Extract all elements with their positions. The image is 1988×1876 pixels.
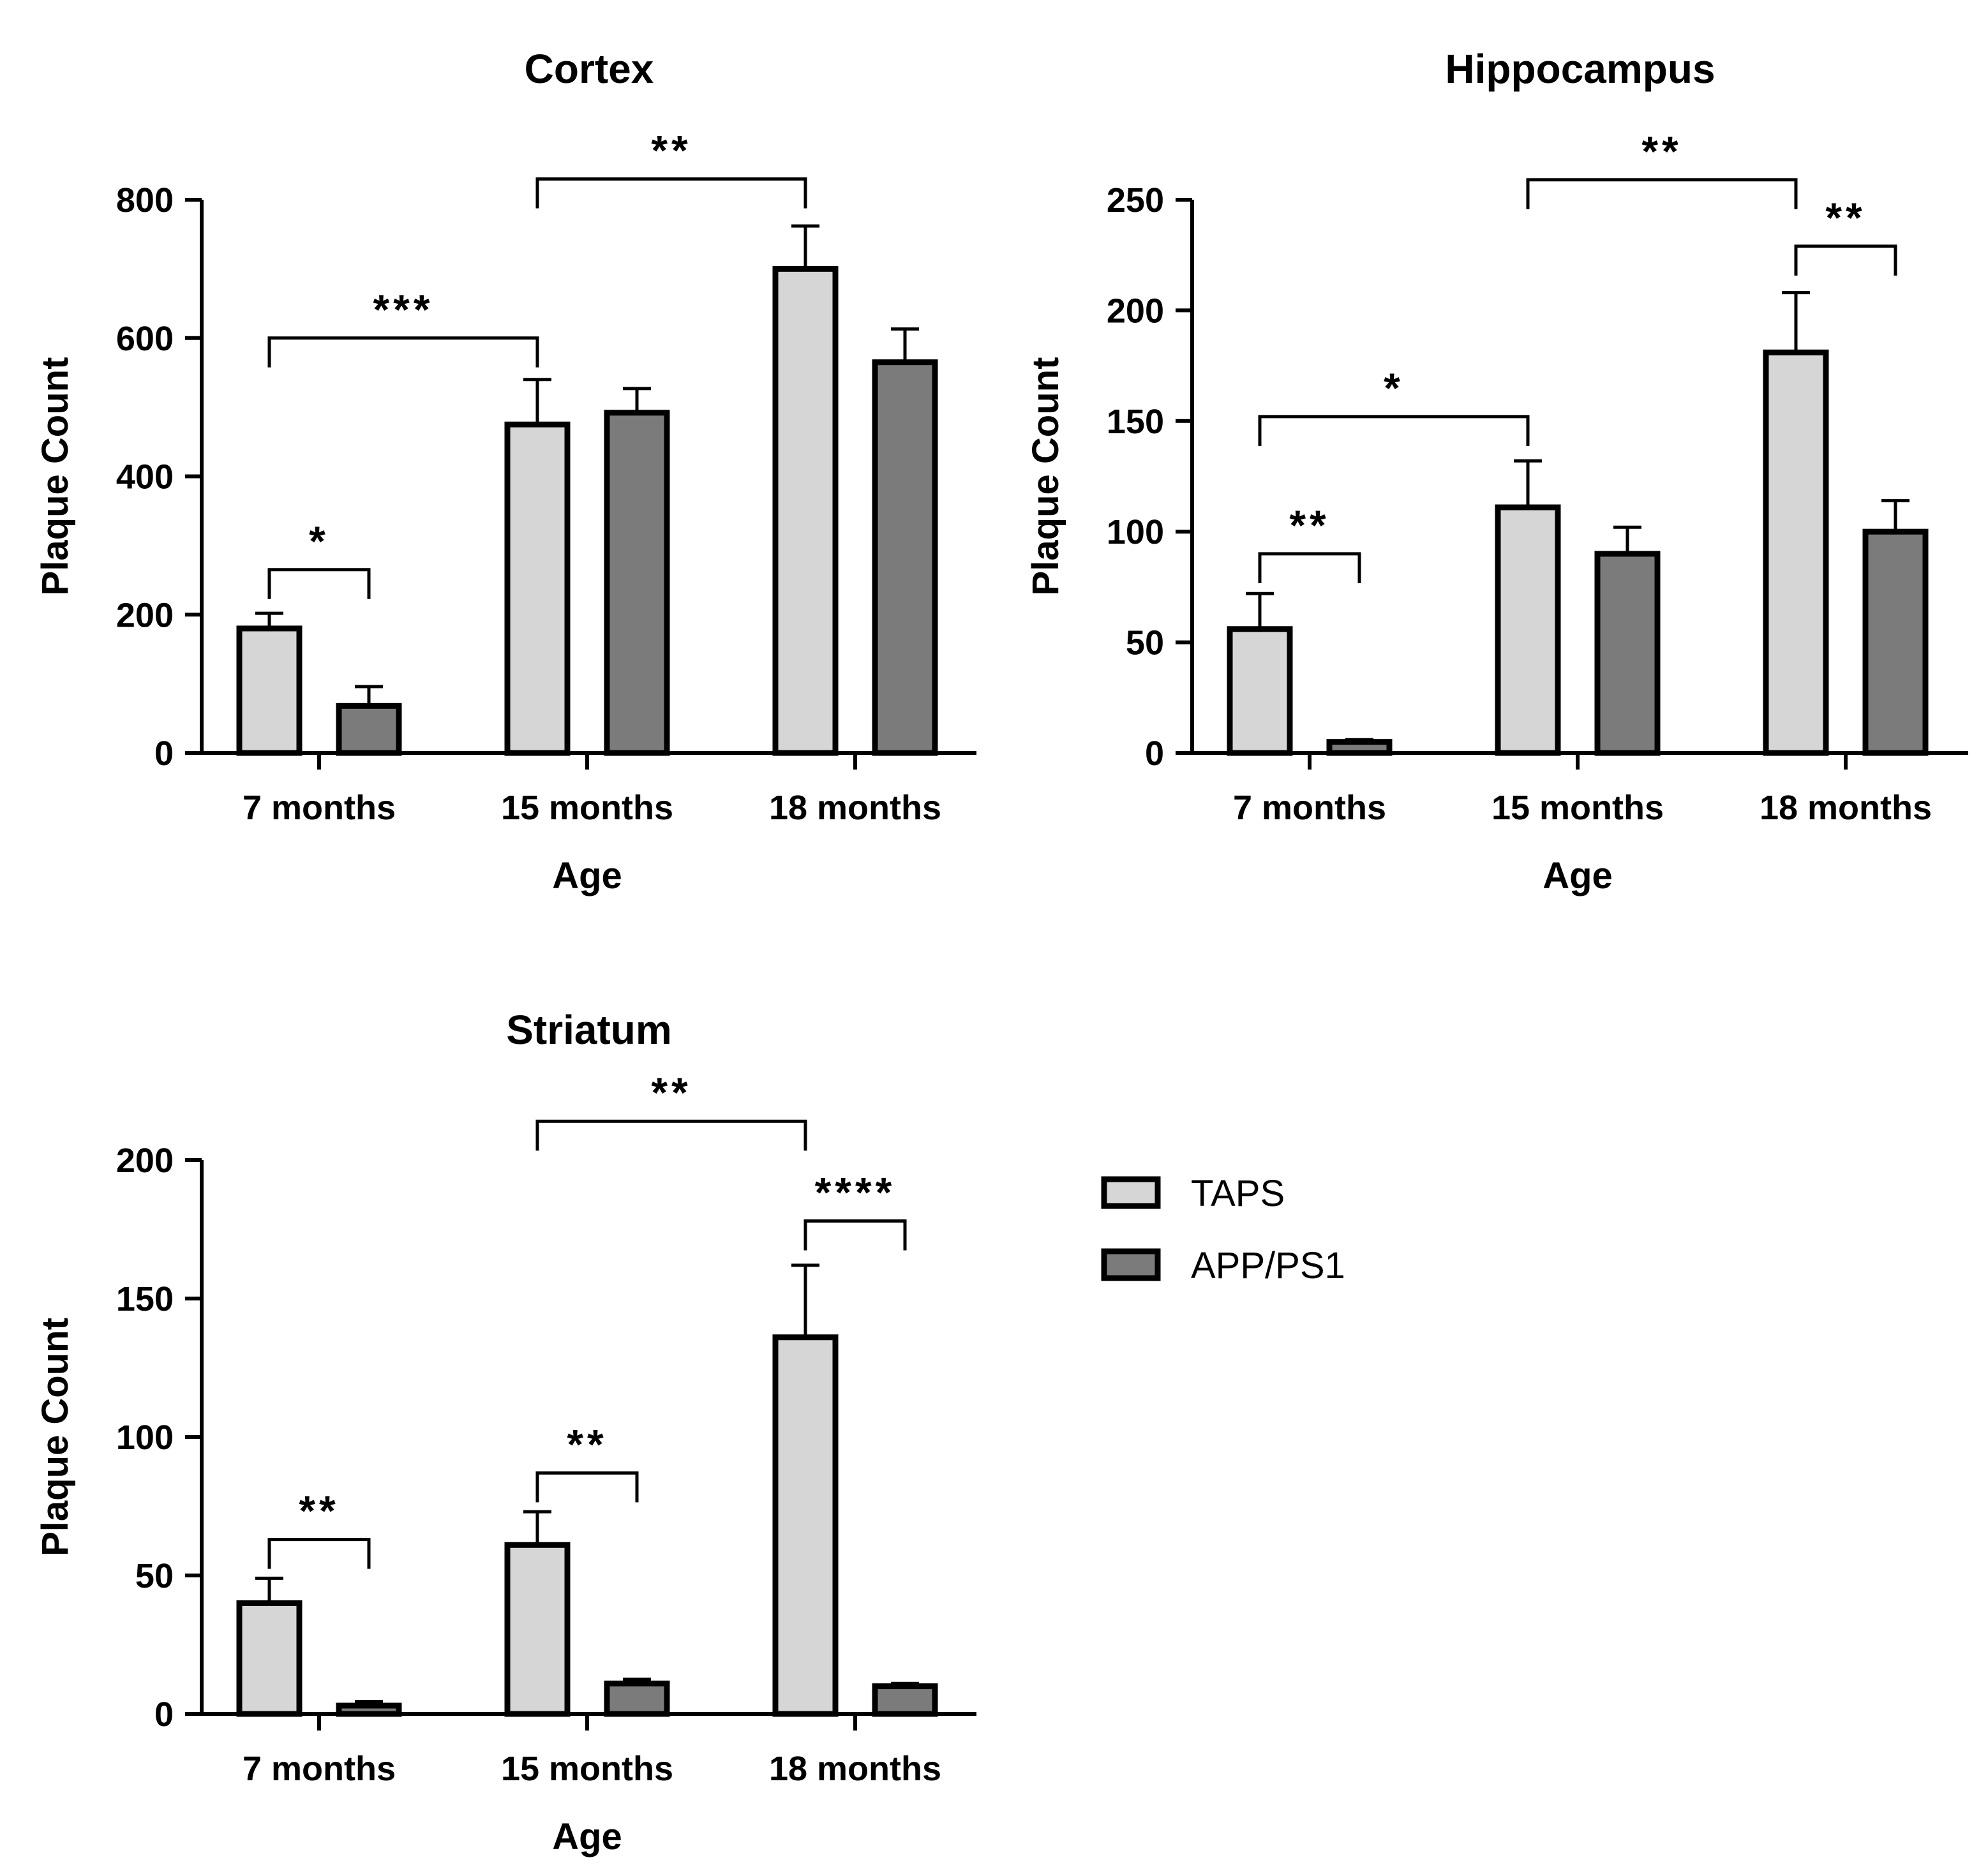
y-axis-label: Plaque Count (1025, 357, 1066, 596)
y-tick-label: 0 (154, 734, 174, 773)
bar-app-ps1-7-months (336, 703, 402, 756)
x-tick-label: 7 months (1233, 789, 1386, 827)
y-tick-label: 600 (116, 320, 174, 358)
significance-label: ** (567, 1420, 607, 1468)
significance-bracket (803, 1219, 907, 1251)
bar-app-ps1-15-months (1594, 551, 1661, 756)
significance-label: ** (1641, 128, 1682, 175)
significance-bracket (267, 1538, 371, 1569)
significance-bracket (535, 1471, 639, 1503)
legend-swatch-taps (1101, 1176, 1161, 1209)
y-tick-label: 0 (154, 1695, 174, 1734)
y-axis-label: Plaque Count (34, 357, 76, 596)
y-tick-label: 800 (116, 181, 174, 220)
bar-taps-7-months (236, 1600, 303, 1717)
x-tick-label: 15 months (1491, 789, 1664, 827)
bar-taps-18-months (772, 265, 839, 756)
significance-bracket (1526, 178, 1798, 209)
chart-title: Striatum (506, 1007, 672, 1053)
striatum-chart: Striatum Plaque Count Age 0 50 100 150 200 7 mon… (34, 1007, 976, 1857)
bar-taps-18-months (1763, 349, 1829, 756)
bar-taps-18-months (772, 1334, 839, 1717)
x-tick-label: 18 months (769, 1750, 941, 1788)
significance-label: ** (1289, 502, 1329, 549)
bar-app-ps1-15-months (604, 1680, 670, 1717)
bar-app-ps1-18-months (872, 359, 938, 756)
significance-label: ** (299, 1487, 339, 1535)
y-tick-label: 150 (1107, 403, 1164, 441)
legend: TAPS APP/PS1 (1101, 1173, 1345, 1286)
chart-title: Hippocampus (1445, 46, 1715, 92)
significance-bracket (267, 336, 539, 368)
significance-label: ** (651, 126, 691, 174)
significance-label: ** (651, 1069, 691, 1116)
x-tick-label: 15 months (501, 1750, 673, 1788)
significance-label: * (309, 517, 329, 565)
hippocampus-chart: Hippocampus Plaque Count Age 0 50 100 150 200 25… (1025, 46, 1968, 897)
x-tick-label: 18 months (769, 789, 941, 827)
y-tick-label: 150 (116, 1280, 174, 1318)
bar-app-ps1-15-months (604, 410, 670, 756)
significance-bracket (1794, 244, 1897, 276)
y-tick-label: 200 (116, 596, 174, 634)
x-axis-label: Age (552, 1816, 622, 1857)
y-tick-label: 400 (116, 458, 174, 496)
significance-bracket (535, 177, 807, 209)
bar-app-ps1-18-months (1862, 528, 1929, 756)
bar-taps-15-months (504, 1542, 571, 1717)
cortex-chart: Cortex Plaque Count Age 0 200 400 600 800 7 mont… (34, 46, 976, 897)
significance-label: *** (373, 286, 433, 333)
legend-item-taps: TAPS (1101, 1173, 1285, 1214)
bar-app-ps1-7-months (336, 1702, 402, 1717)
bar-app-ps1-7-months (1326, 739, 1393, 756)
bar-taps-7-months (236, 625, 303, 756)
y-tick-label: 100 (116, 1418, 174, 1457)
x-tick-label: 7 months (243, 789, 396, 827)
legend-item-app-ps1: APP/PS1 (1101, 1245, 1345, 1286)
y-tick-label: 250 (1107, 181, 1164, 220)
significance-label: ** (1825, 194, 1865, 241)
bar-taps-7-months (1227, 626, 1293, 756)
x-axis-label: Age (1543, 855, 1613, 897)
bar-taps-15-months (504, 421, 571, 756)
significance-bracket (1258, 415, 1530, 446)
y-tick-label: 50 (1126, 624, 1164, 662)
y-tick-label: 50 (135, 1557, 174, 1595)
significance-bracket (535, 1119, 807, 1151)
bar-app-ps1-18-months (872, 1683, 938, 1717)
bar-taps-15-months (1495, 504, 1561, 756)
x-tick-label: 7 months (243, 1750, 396, 1788)
y-tick-label: 0 (1145, 734, 1164, 773)
significance-label: **** (815, 1168, 896, 1216)
legend-label-taps: TAPS (1191, 1173, 1285, 1214)
y-tick-label: 200 (1107, 292, 1164, 330)
significance-bracket (1258, 552, 1361, 583)
x-axis-label: Age (552, 855, 622, 897)
significance-label: * (1384, 364, 1404, 412)
y-tick-label: 200 (116, 1142, 174, 1180)
x-tick-label: 18 months (1760, 789, 1932, 827)
x-tick-label: 15 months (501, 789, 673, 827)
y-tick-label: 100 (1107, 513, 1164, 551)
chart-title: Cortex (525, 46, 654, 92)
legend-label-app-ps1: APP/PS1 (1191, 1245, 1345, 1286)
significance-bracket (267, 568, 371, 599)
legend-swatch-app-ps1 (1101, 1248, 1161, 1281)
y-axis-label: Plaque Count (34, 1318, 76, 1556)
